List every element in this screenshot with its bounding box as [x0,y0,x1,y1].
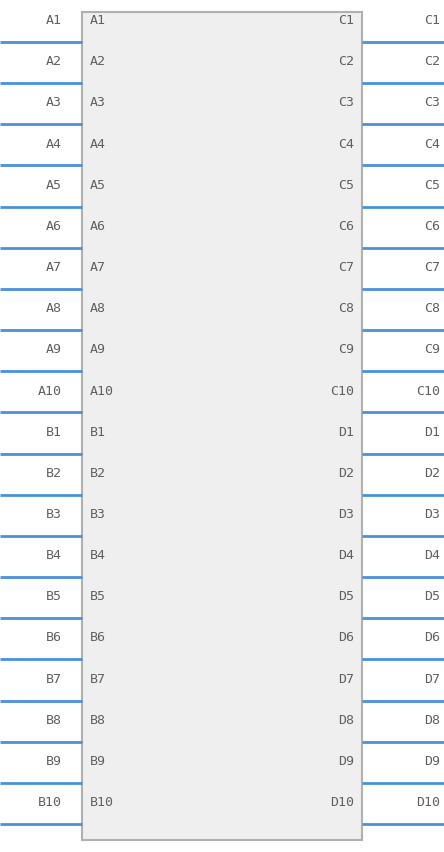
Text: A10: A10 [90,384,114,398]
Text: C8: C8 [338,302,354,315]
Text: B2: B2 [46,467,62,480]
Text: C7: C7 [424,261,440,274]
Text: B1: B1 [90,426,106,439]
Text: D4: D4 [338,550,354,562]
Text: A8: A8 [90,302,106,315]
Text: B5: B5 [46,590,62,603]
Text: B7: B7 [90,672,106,686]
Text: A9: A9 [46,343,62,356]
Text: B4: B4 [46,550,62,562]
Text: A1: A1 [90,14,106,27]
Text: B8: B8 [46,714,62,727]
Text: B5: B5 [90,590,106,603]
Text: D7: D7 [424,672,440,686]
Text: A9: A9 [90,343,106,356]
Text: A3: A3 [46,96,62,109]
Text: D6: D6 [424,631,440,644]
Text: D1: D1 [424,426,440,439]
Text: A3: A3 [90,96,106,109]
Text: A6: A6 [46,220,62,233]
Text: D8: D8 [424,714,440,727]
Text: C1: C1 [338,14,354,27]
Text: B7: B7 [46,672,62,686]
Text: C3: C3 [338,96,354,109]
Text: B4: B4 [90,550,106,562]
Text: D6: D6 [338,631,354,644]
Text: C9: C9 [338,343,354,356]
Text: A4: A4 [90,137,106,151]
Text: C2: C2 [338,55,354,68]
Text: D1: D1 [338,426,354,439]
Text: C10: C10 [330,384,354,398]
Text: D10: D10 [416,796,440,809]
Text: C5: C5 [338,179,354,192]
Text: B9: B9 [46,755,62,768]
Text: D2: D2 [424,467,440,480]
Text: C4: C4 [338,137,354,151]
Text: A7: A7 [46,261,62,274]
Text: D3: D3 [338,508,354,521]
Text: D3: D3 [424,508,440,521]
Text: D5: D5 [424,590,440,603]
Text: D10: D10 [330,796,354,809]
Text: A6: A6 [90,220,106,233]
Text: B3: B3 [90,508,106,521]
Text: C6: C6 [338,220,354,233]
Text: C7: C7 [338,261,354,274]
Text: B9: B9 [90,755,106,768]
Text: B6: B6 [46,631,62,644]
Text: A2: A2 [90,55,106,68]
Text: C6: C6 [424,220,440,233]
Text: B1: B1 [46,426,62,439]
Text: C10: C10 [416,384,440,398]
Text: B10: B10 [38,796,62,809]
Text: C8: C8 [424,302,440,315]
Text: B3: B3 [46,508,62,521]
Text: D5: D5 [338,590,354,603]
Text: C3: C3 [424,96,440,109]
Text: D9: D9 [424,755,440,768]
Text: D7: D7 [338,672,354,686]
Text: C5: C5 [424,179,440,192]
Text: B6: B6 [90,631,106,644]
Text: B10: B10 [90,796,114,809]
Text: A5: A5 [46,179,62,192]
Text: D4: D4 [424,550,440,562]
Text: A1: A1 [46,14,62,27]
Text: A2: A2 [46,55,62,68]
Bar [82,12,362,840]
Text: A5: A5 [90,179,106,192]
Text: C1: C1 [424,14,440,27]
Text: A10: A10 [38,384,62,398]
Text: B2: B2 [90,467,106,480]
Text: C2: C2 [424,55,440,68]
Text: D8: D8 [338,714,354,727]
Text: A4: A4 [46,137,62,151]
Text: A7: A7 [90,261,106,274]
Text: A8: A8 [46,302,62,315]
Text: C4: C4 [424,137,440,151]
Text: B8: B8 [90,714,106,727]
Text: D9: D9 [338,755,354,768]
Text: C9: C9 [424,343,440,356]
Text: D2: D2 [338,467,354,480]
